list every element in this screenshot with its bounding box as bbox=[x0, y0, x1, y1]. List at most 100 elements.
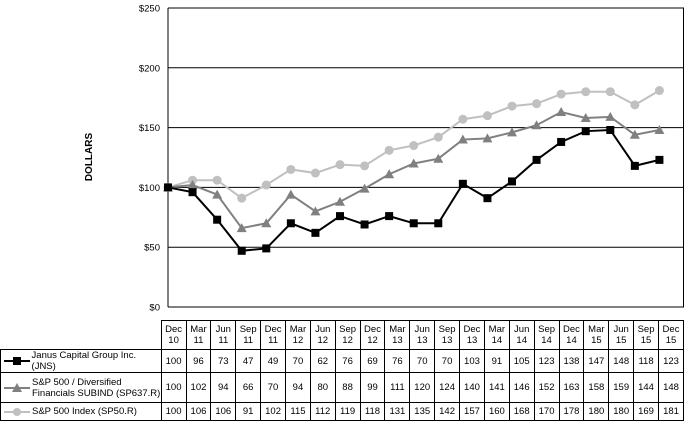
line-chart: $0 $50 $100 $150 $200 $250 DOLLARS bbox=[84, 4, 684, 314]
data-point bbox=[285, 189, 296, 199]
period-header-line: 11 bbox=[268, 335, 278, 346]
value-cell: 123 bbox=[658, 349, 684, 373]
data-point bbox=[507, 101, 517, 111]
value-cell: 118 bbox=[633, 349, 659, 373]
data-point bbox=[164, 183, 172, 192]
table-header-row: Dec 10 Mar 11 Jun 11 Sep 11 Dec 11 Mar 12 Jun 12 Sep 12… bbox=[0, 320, 684, 350]
value-cell: 70 bbox=[434, 349, 461, 373]
period-header: Jun 11 bbox=[210, 320, 237, 350]
period-header-line: 11 bbox=[193, 335, 204, 346]
series-name-line: Financials SUBIND (SP637.R) bbox=[32, 387, 161, 399]
value-cell: 159 bbox=[608, 372, 635, 403]
value-cell: 70 bbox=[409, 349, 436, 373]
table-row: Janus Capital Group Inc. (JNS) 100 96 73 47 4… bbox=[0, 349, 684, 373]
period-header-line: 13 bbox=[392, 335, 403, 346]
period-header-line: Sep bbox=[438, 324, 456, 335]
value-cell: 141 bbox=[483, 372, 510, 403]
value-cell: 100 bbox=[160, 349, 187, 373]
value-cell: 103 bbox=[459, 349, 485, 373]
value-cell: 144 bbox=[633, 372, 659, 403]
data-point bbox=[359, 183, 370, 193]
period-header-line: Sep bbox=[637, 324, 655, 335]
period-header: Mar 11 bbox=[185, 320, 212, 350]
period-header-line: 14 bbox=[566, 335, 577, 346]
legend-swatch-icon bbox=[4, 356, 30, 366]
period-header: Mar 12 bbox=[285, 320, 311, 350]
value-cell: 163 bbox=[558, 372, 585, 403]
value-cell: 76 bbox=[334, 349, 361, 373]
period-header-line: 13 bbox=[466, 335, 478, 346]
period-header-line: 11 bbox=[243, 335, 254, 346]
value-cell: 140 bbox=[459, 372, 485, 403]
value-cell: 73 bbox=[210, 349, 237, 373]
series-legend-cell: Janus Capital Group Inc. (JNS) bbox=[0, 349, 162, 373]
period-header-line: 11 bbox=[218, 335, 229, 346]
period-header: Sep 13 bbox=[434, 320, 461, 350]
y-tick-label: $0 bbox=[149, 303, 160, 314]
period-header: Dec 10 bbox=[160, 320, 187, 350]
y-tick-label: $250 bbox=[139, 4, 160, 15]
data-point bbox=[654, 86, 664, 96]
y-tick-label: $100 bbox=[139, 183, 160, 194]
value-cell: 181 bbox=[658, 402, 684, 421]
period-header: Sep 14 bbox=[533, 320, 560, 350]
period-header-line: 12 bbox=[292, 335, 304, 346]
period-header: Dec 11 bbox=[260, 320, 287, 350]
data-point bbox=[433, 132, 443, 142]
period-header-line: Mar bbox=[588, 324, 605, 335]
value-cell: 111 bbox=[384, 372, 411, 403]
data-point bbox=[557, 137, 566, 146]
data-point bbox=[286, 164, 296, 174]
value-cell: 124 bbox=[434, 372, 461, 403]
period-header: Jun 12 bbox=[309, 320, 336, 350]
data-point bbox=[335, 160, 345, 170]
data-point bbox=[580, 113, 591, 123]
table-corner bbox=[0, 320, 162, 350]
period-header-line: Jun bbox=[215, 324, 231, 335]
period-header-line: 13 bbox=[441, 335, 453, 346]
data-point bbox=[433, 153, 444, 163]
data-point bbox=[236, 223, 247, 233]
data-point bbox=[310, 168, 320, 178]
period-header-line: Sep bbox=[239, 324, 257, 335]
data-point bbox=[360, 161, 370, 171]
period-header: Dec 12 bbox=[359, 320, 386, 350]
data-point bbox=[409, 219, 418, 228]
series-name-line: S&P 500 / Diversified bbox=[32, 376, 122, 388]
value-cell: 105 bbox=[508, 349, 535, 373]
data-point bbox=[237, 246, 246, 255]
period-header: Dec 13 bbox=[459, 320, 485, 350]
y-tick-label: $200 bbox=[139, 63, 160, 74]
data-point bbox=[458, 179, 467, 188]
period-header-line: Jun bbox=[315, 324, 331, 335]
value-cell: 69 bbox=[359, 349, 386, 373]
period-header: Sep 11 bbox=[235, 320, 262, 350]
period-header-line: 15 bbox=[615, 335, 627, 346]
data-point bbox=[655, 155, 664, 164]
value-cell: 158 bbox=[583, 372, 610, 403]
data-point bbox=[654, 124, 665, 134]
data-point bbox=[556, 89, 566, 99]
period-header: Mar 15 bbox=[583, 320, 610, 350]
data-point bbox=[605, 87, 615, 97]
period-header-line: 12 bbox=[367, 335, 378, 346]
value-cell: 138 bbox=[558, 349, 585, 373]
data-point bbox=[581, 87, 591, 97]
legend-swatch-icon bbox=[4, 382, 30, 393]
y-axis-label: DOLLARS bbox=[84, 133, 95, 182]
data-point bbox=[213, 215, 222, 224]
data-point bbox=[310, 206, 321, 216]
period-header: Dec 15 bbox=[658, 320, 684, 350]
period-header: Sep 15 bbox=[633, 320, 659, 350]
period-header-line: Mar bbox=[190, 324, 207, 335]
value-cell: 157 bbox=[459, 402, 485, 421]
data-point bbox=[457, 134, 468, 144]
data-point bbox=[483, 194, 492, 203]
period-header: Jun 13 bbox=[409, 320, 436, 350]
value-cell: 88 bbox=[334, 372, 361, 403]
period-header: Jun 14 bbox=[508, 320, 535, 350]
data-point bbox=[360, 220, 369, 229]
period-header: Sep 12 bbox=[334, 320, 361, 350]
value-cell: 148 bbox=[608, 349, 635, 373]
value-cell: 49 bbox=[260, 349, 287, 373]
